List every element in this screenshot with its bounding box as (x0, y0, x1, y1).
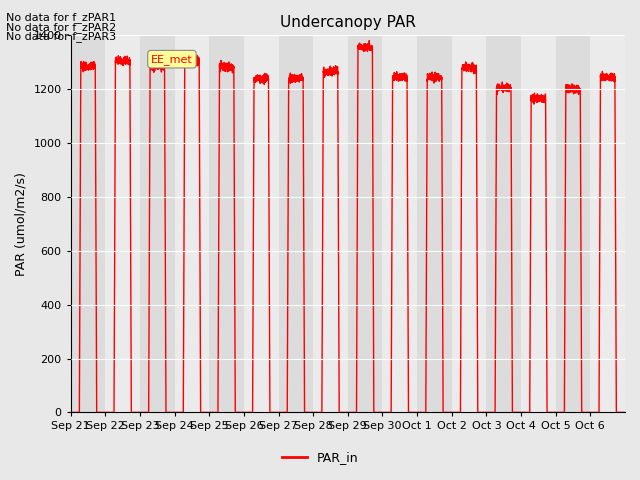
Bar (140, 36, 175, 412)
Y-axis label: PAR (umol/m2/s): PAR (umol/m2/s) (15, 172, 28, 276)
Bar (106, 36, 140, 412)
Bar (209, 36, 244, 412)
Text: EE_met: EE_met (151, 54, 193, 65)
Text: No data for f_zPAR1: No data for f_zPAR1 (6, 12, 116, 23)
Text: No data for f_zPAR2: No data for f_zPAR2 (6, 22, 116, 33)
Bar (383, 36, 417, 412)
Bar (278, 36, 313, 412)
Bar (244, 36, 278, 412)
Text: No data for f_zPAR3: No data for f_zPAR3 (6, 31, 116, 42)
Bar (417, 36, 452, 412)
Bar (521, 36, 556, 412)
Bar (175, 36, 209, 412)
Bar (486, 36, 521, 412)
Legend: PAR_in: PAR_in (276, 446, 364, 469)
Title: Undercanopy PAR: Undercanopy PAR (280, 15, 416, 30)
Bar (313, 36, 348, 412)
Bar (70, 36, 106, 412)
Bar (348, 36, 383, 412)
Bar (452, 36, 486, 412)
Bar (556, 36, 590, 412)
Bar (590, 36, 625, 412)
